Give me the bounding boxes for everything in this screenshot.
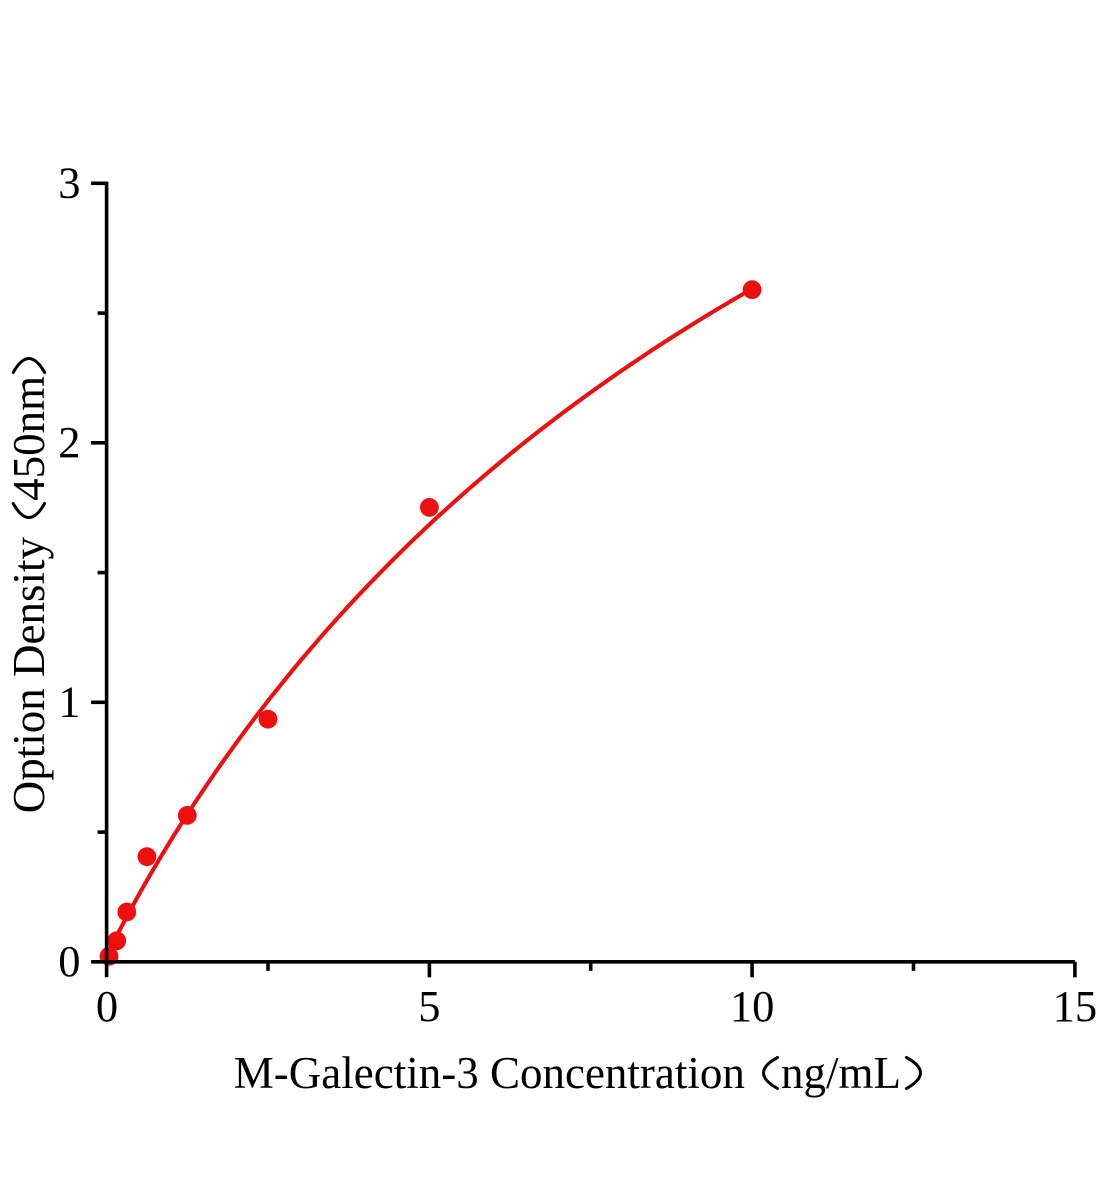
svg-text:0: 0 (58, 936, 80, 986)
svg-text:1: 1 (58, 677, 80, 727)
svg-text:0: 0 (96, 981, 118, 1031)
svg-text:Option Density450nm: Option Density450nm (4, 376, 54, 813)
svg-text:5: 5 (418, 981, 440, 1031)
svg-text:10: 10 (730, 981, 775, 1031)
svg-text:2: 2 (58, 417, 80, 467)
svg-text:3: 3 (58, 158, 80, 208)
svg-text:15: 15 (1053, 981, 1098, 1031)
